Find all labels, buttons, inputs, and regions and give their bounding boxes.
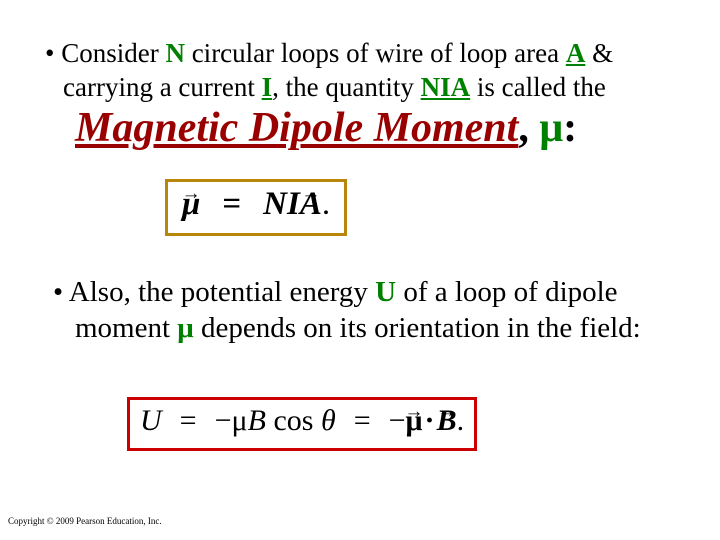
equals-sign: = — [180, 404, 197, 438]
term1: −μB cos θ — [215, 404, 336, 438]
text: • Also, the potential energy — [53, 276, 375, 308]
var-N: N — [165, 38, 185, 68]
vector-arrow-icon: → — [437, 401, 456, 423]
vector-arrow-icon: → — [182, 183, 201, 205]
U-symbol: U — [140, 404, 162, 438]
text: • Consider — [45, 38, 165, 68]
formula-box-energy: U = −μB cos θ = −→μ·→B. — [127, 397, 477, 451]
NI-text: NI — [263, 186, 300, 222]
var-U: U — [375, 276, 396, 308]
minus-sign: − — [389, 404, 406, 437]
period: . — [322, 186, 330, 222]
equals-sign: = — [354, 404, 371, 438]
formula-mu-NIA: → μ = NI→A. — [182, 186, 330, 223]
copyright-text: Copyright © 2009 Pearson Education, Inc. — [8, 516, 162, 526]
minus-sign: − — [215, 404, 232, 437]
cos-text: cos — [266, 404, 321, 437]
B-vector: →B — [437, 404, 457, 438]
A-vector: →A — [300, 186, 322, 223]
formula-potential-energy: U = −μB cos θ = −→μ·→B. — [140, 404, 464, 438]
theta-symbol: θ — [321, 404, 336, 437]
vector-arrow-icon: → — [405, 401, 424, 423]
title-comma: , — [518, 105, 539, 151]
equals-sign: = — [222, 186, 241, 223]
rhs: NI→A. — [263, 186, 330, 223]
title-colon: : — [563, 105, 577, 151]
bullet-line-1: • Consider N circular loops of wire of l… — [45, 37, 690, 105]
text: circular loops of wire of loop area — [185, 38, 566, 68]
formula-box-mu: → μ = NI→A. — [165, 179, 347, 236]
text: depends on its orientation in the field: — [194, 312, 641, 344]
title-line: Magnetic Dipole Moment, μ: — [75, 105, 690, 151]
dot-product-icon: · — [423, 404, 437, 437]
var-mu: μ — [177, 312, 193, 344]
period: . — [457, 404, 465, 437]
text: is called the — [470, 72, 606, 102]
mu-symbol: μ — [232, 404, 248, 437]
var-NIA: NIA — [421, 72, 471, 102]
term2: −→μ·→B. — [389, 404, 464, 438]
title-mu: μ — [539, 105, 563, 151]
B-symbol: B — [248, 404, 266, 437]
vector-arrow-icon: → — [301, 183, 320, 205]
mu-vector: →μ — [406, 404, 423, 438]
var-I: I — [262, 72, 273, 102]
mu-vector: → μ — [182, 186, 200, 223]
bullet-line-2: • Also, the potential energy U of a loop… — [45, 274, 690, 347]
slide-content: • Consider N circular loops of wire of l… — [0, 0, 720, 451]
var-A: A — [566, 38, 586, 68]
text: , the quantity — [272, 72, 420, 102]
title-main: Magnetic Dipole Moment — [75, 105, 518, 151]
